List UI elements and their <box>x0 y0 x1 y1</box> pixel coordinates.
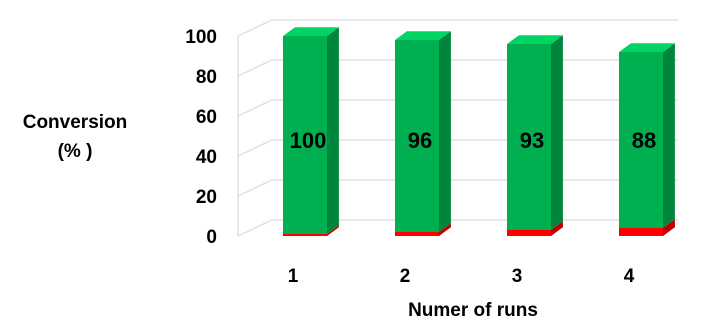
data-label-1: 100 <box>290 128 327 153</box>
bar-green-side-4 <box>663 43 675 229</box>
bar-green-front-2 <box>395 40 439 232</box>
x-axis-title: Numer of runs <box>408 300 538 321</box>
bar-green-side-1 <box>327 27 339 235</box>
y-axis-ticks: 0 20 40 60 80 100 <box>185 27 217 248</box>
x-tick-label-1: 1 <box>288 266 299 287</box>
data-label-4: 88 <box>632 128 656 153</box>
bar-green-top-1 <box>283 27 339 36</box>
x-tick-label-4: 4 <box>624 266 635 287</box>
bar-red-side-4 <box>663 219 675 236</box>
x-tick-label-2: 2 <box>400 266 411 287</box>
bar-red-front-3 <box>507 230 551 236</box>
bar-green-side-2 <box>439 31 451 233</box>
y-tick-label-0: 0 <box>206 227 217 248</box>
x-tick-label-3: 3 <box>512 266 523 287</box>
gridline-5 <box>237 19 678 37</box>
bar-green-top-4 <box>619 43 675 52</box>
bar-red-front-1 <box>283 234 327 236</box>
y-axis-title-line2: (% ) <box>58 141 93 162</box>
y-tick-label-3: 60 <box>196 107 217 128</box>
bar-red-front-2 <box>395 232 439 236</box>
bar-red-side-1 <box>327 225 339 236</box>
bar-green-top-2 <box>395 31 451 40</box>
bar-1 <box>283 27 339 236</box>
y-axis-title-line1: Conversion <box>23 112 128 133</box>
bar-red-side-3 <box>551 221 563 236</box>
bar-green-front-1 <box>283 36 327 234</box>
data-labels: 100 96 93 88 <box>290 128 657 153</box>
data-label-2: 96 <box>408 128 432 153</box>
bar-2 <box>395 31 451 236</box>
bar-green-side-3 <box>551 35 563 231</box>
bar-3 <box>507 35 563 236</box>
y-tick-label-5: 100 <box>185 27 217 48</box>
bar-green-front-4 <box>619 52 663 228</box>
bar-red-front-4 <box>619 228 663 236</box>
bar-red-side-2 <box>439 223 451 236</box>
y-tick-label-2: 40 <box>196 147 217 168</box>
bar-green-top-3 <box>507 35 563 44</box>
x-axis-ticks: 1 2 3 4 <box>288 266 635 287</box>
bar-green-front-3 <box>507 44 551 230</box>
y-tick-label-1: 20 <box>196 187 217 208</box>
bar-4 <box>619 43 675 236</box>
y-tick-label-4: 80 <box>196 67 217 88</box>
bars <box>283 27 675 236</box>
data-label-3: 93 <box>520 128 544 153</box>
